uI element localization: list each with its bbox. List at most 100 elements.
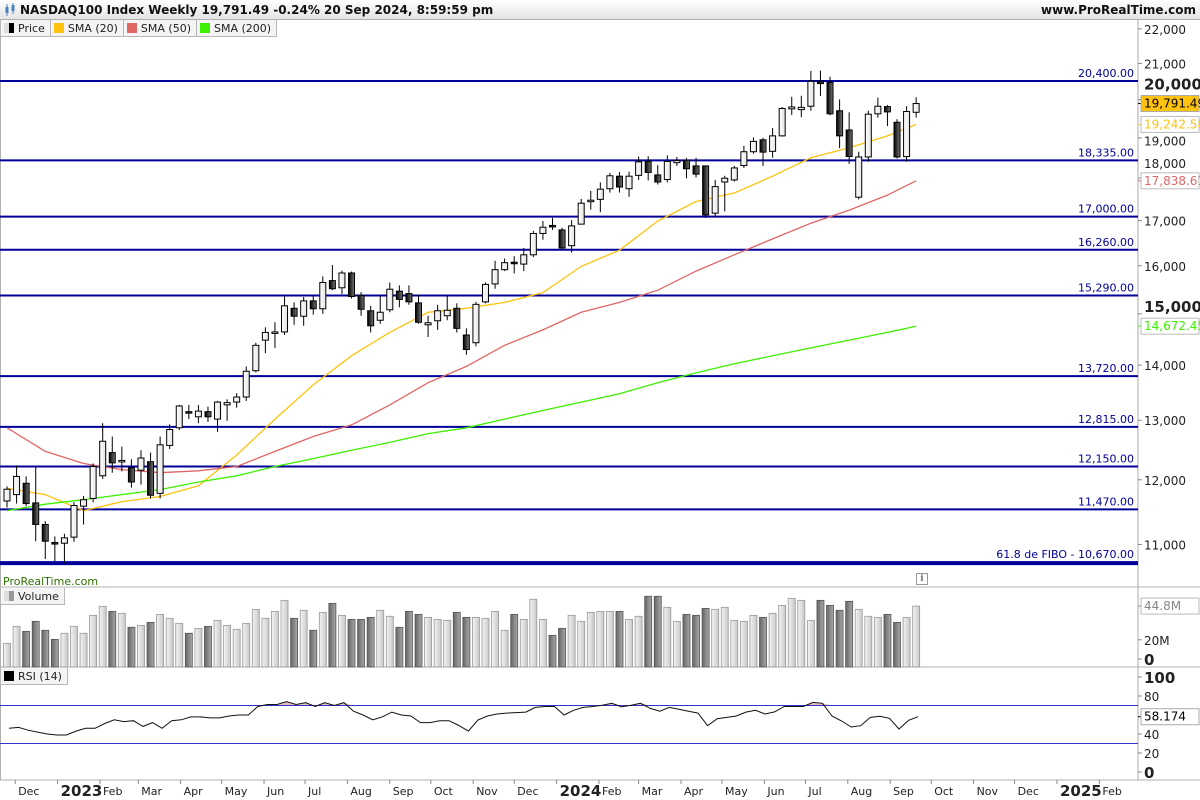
info-icon[interactable]: i (916, 573, 928, 585)
candle (51, 536, 59, 562)
candle (300, 296, 308, 326)
candle-body (156, 444, 164, 494)
volume-bar (711, 608, 720, 668)
candle-body (386, 288, 394, 311)
price-tick-label: 14,000 (1144, 359, 1186, 373)
candle (108, 436, 116, 473)
volume-bar (366, 616, 375, 668)
volume-bar (692, 614, 700, 668)
candle (60, 533, 68, 564)
volume-bar (108, 610, 117, 668)
volume-bar (835, 609, 844, 668)
x-tick-label: Nov (977, 785, 999, 798)
candle (893, 119, 901, 159)
candle-body (644, 160, 652, 173)
x-tick-label: Sep (893, 785, 914, 798)
candle (13, 465, 21, 504)
candle-body (663, 160, 671, 181)
chart-header: NASDAQ100 Index Weekly 19,791.49 -0.24% … (0, 0, 1200, 20)
volume-bar (606, 610, 614, 668)
candle (606, 172, 614, 193)
candle-body (778, 107, 786, 137)
sma200-value-label-box (1140, 317, 1200, 335)
x-tick-label: 2025 (1060, 782, 1102, 800)
candle-body (903, 111, 911, 158)
candle-body (214, 401, 222, 420)
legend-price-label: Price (18, 21, 45, 35)
candle (348, 271, 356, 299)
volume-value-label: 44.8M (1144, 599, 1181, 613)
x-tick-label: Nov (476, 785, 498, 798)
candle-body (529, 232, 537, 256)
legend-rsi[interactable]: RSI (14) (0, 668, 68, 685)
volume-bar (653, 595, 662, 668)
candle-body (22, 482, 30, 505)
volume-bar (452, 611, 461, 668)
candle-body (702, 165, 710, 216)
candle (826, 76, 834, 116)
candle-body (682, 159, 690, 170)
rsi-tick-label: 0 (1144, 764, 1154, 782)
legend-sma50[interactable]: SMA (50) (122, 20, 197, 37)
candle-body (348, 272, 356, 297)
volume-bar (720, 606, 729, 668)
candle-body (319, 281, 327, 310)
level-label: 17,000.00 (1078, 203, 1134, 216)
sma50-value-label-box (1140, 172, 1200, 190)
volume-bar (787, 597, 796, 668)
x-tick-label: Jun (266, 785, 284, 798)
candle (702, 165, 710, 218)
candle-body (769, 135, 777, 152)
candle-body (261, 331, 269, 341)
price-tick-label: 20,000 (1144, 76, 1200, 94)
candle-body (185, 411, 193, 414)
level-label: 15,290.00 (1078, 282, 1134, 295)
volume-bar (184, 632, 193, 668)
candle (261, 327, 269, 354)
candle-body (606, 175, 614, 190)
volume-bar (50, 638, 59, 668)
x-tick-label: May (225, 785, 248, 798)
legend-volume[interactable]: Volume (0, 588, 65, 605)
x-tick-label: Dec (517, 785, 538, 798)
candle-body (836, 110, 844, 137)
legend-sma200[interactable]: SMA (200) (196, 20, 278, 37)
candle (70, 502, 78, 542)
candle (424, 315, 432, 338)
candle (587, 190, 595, 210)
volume-bar (491, 610, 499, 668)
candle-body (548, 224, 556, 228)
volume-bar (768, 612, 777, 668)
candle (252, 342, 260, 373)
legend-price[interactable]: Price (0, 20, 51, 37)
x-tick-label: Mar (642, 785, 663, 798)
sma200-swatch-icon (200, 23, 210, 33)
horizontal-levels: 20,400.00 18,335.00 17,000.00 16,260.00 15,2… (0, 67, 1138, 566)
volume-bar (318, 611, 327, 668)
candle (836, 99, 844, 149)
x-tick-label: 2023 (61, 782, 103, 800)
legend-sma20[interactable]: SMA (20) (49, 20, 124, 37)
candle (194, 404, 202, 424)
volume-bar (739, 620, 748, 668)
price-tick-label: 11,000 (1144, 539, 1186, 553)
sma50-swatch-icon (126, 23, 137, 33)
legend-sma50-label: SMA (50) (140, 21, 191, 35)
candle-body (491, 269, 499, 285)
volume-bar (79, 632, 88, 668)
candle-body (673, 160, 681, 164)
level-label: 13,720.00 (1078, 362, 1134, 375)
volume-bar (644, 595, 653, 668)
price-tick-label: 19,000 (1144, 135, 1186, 149)
candle-body (108, 452, 116, 464)
site-link[interactable]: www.ProRealTime.com (1041, 3, 1196, 17)
candle (721, 175, 729, 212)
volume-bar (194, 627, 203, 668)
candle (883, 105, 891, 127)
candle (185, 404, 193, 420)
candle (80, 495, 88, 525)
candle (682, 157, 690, 179)
candle-body (309, 300, 317, 310)
candle-body (328, 280, 336, 290)
